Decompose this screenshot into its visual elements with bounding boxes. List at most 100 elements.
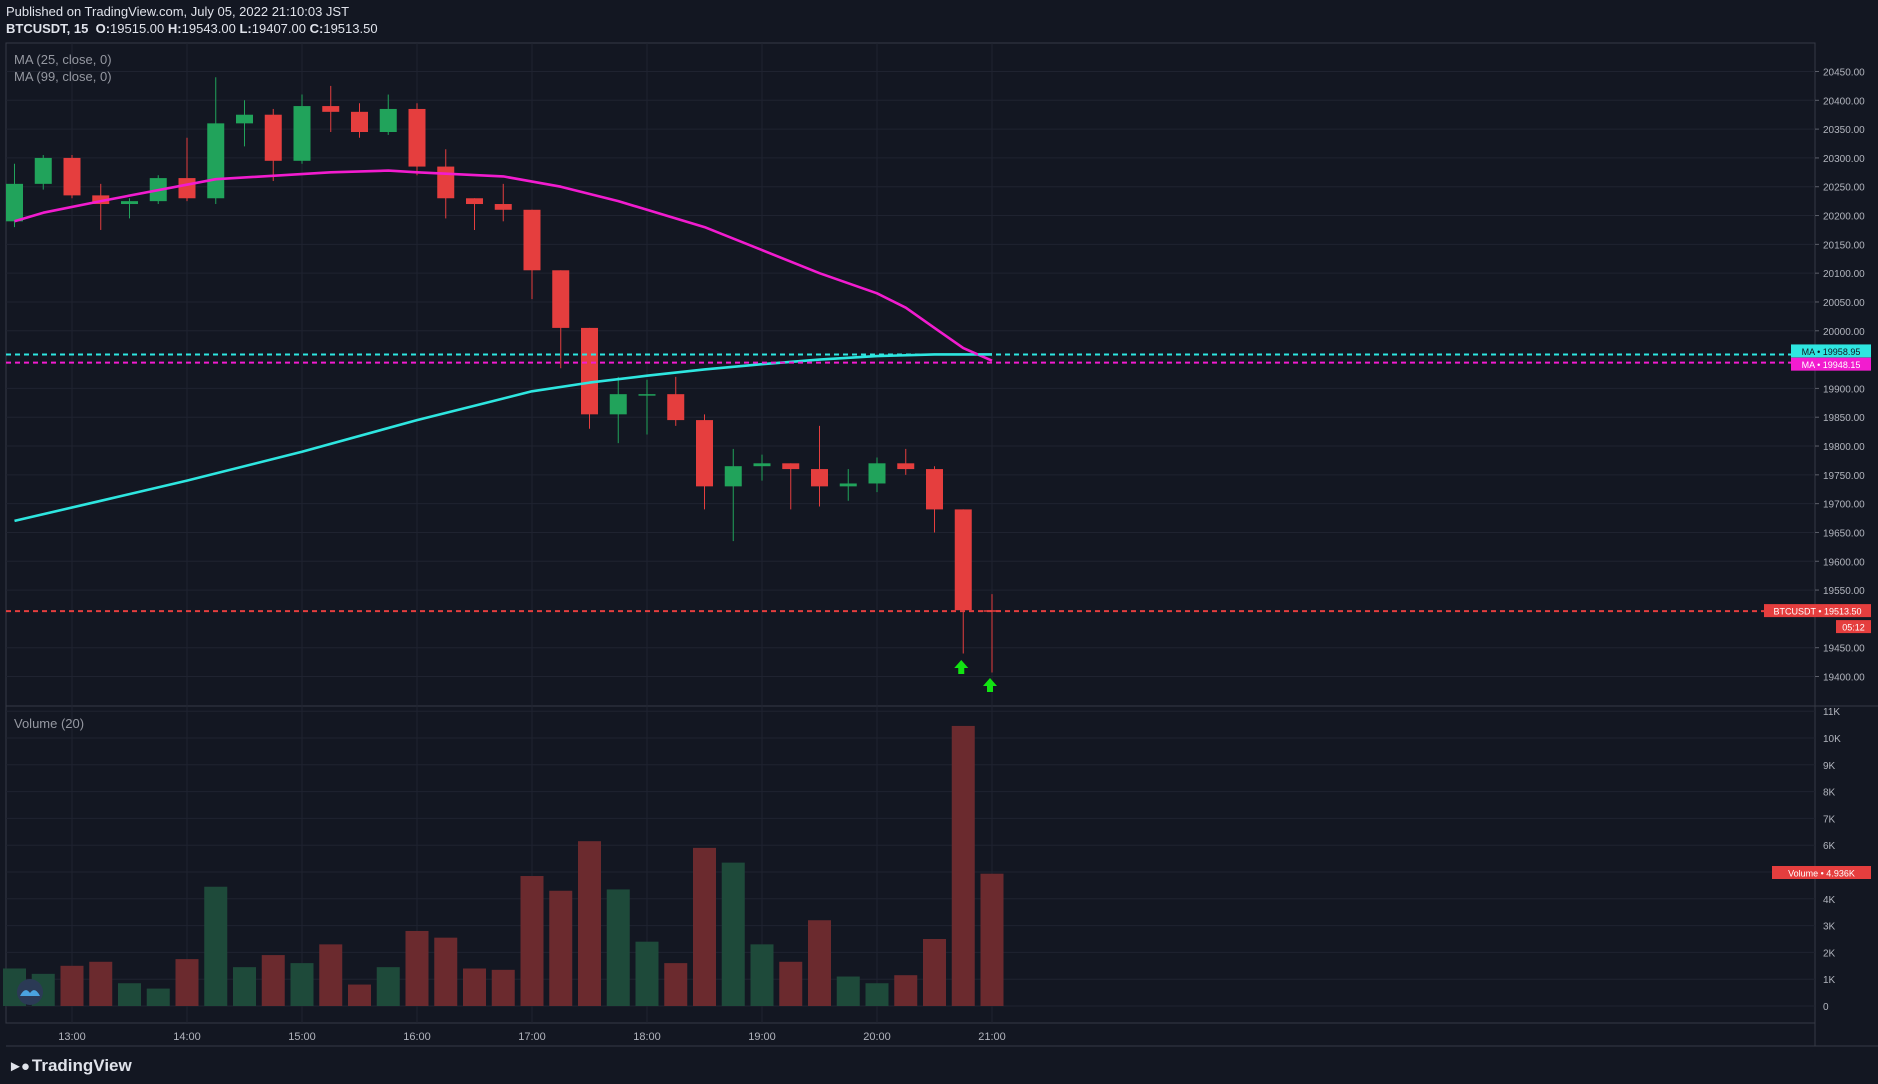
- time-tick-label: 21:00: [978, 1031, 1006, 1043]
- volume-bar: [319, 944, 343, 1006]
- volume-tick-label: 7K: [1823, 814, 1836, 825]
- volume-tick-label: 4K: [1823, 895, 1836, 906]
- candle-body: [408, 108, 426, 167]
- volume-tick-label: 2K: [1823, 948, 1836, 959]
- price-tick-label: 19850.00: [1823, 413, 1865, 424]
- price-tick-label: 20350.00: [1823, 125, 1865, 136]
- time-tick-label: 18:00: [633, 1031, 661, 1043]
- countdown-tag: 05:12: [1842, 623, 1865, 633]
- volume-bar: [836, 976, 860, 1006]
- price-tick-label: 20300.00: [1823, 154, 1865, 165]
- high-value: 19543.00: [181, 21, 236, 36]
- volume-bar: [808, 920, 831, 1006]
- candle-body: [868, 463, 886, 484]
- volume-bar: [951, 725, 975, 1006]
- volume-bar: [261, 955, 285, 1006]
- time-tick-label: 13:00: [58, 1031, 86, 1043]
- price-tick-label: 20400.00: [1823, 96, 1865, 107]
- candle-body: [178, 178, 196, 199]
- candle-body: [638, 394, 656, 396]
- price-tick-label: 20250.00: [1823, 183, 1865, 194]
- price-tick-label: 20150.00: [1823, 240, 1865, 251]
- ma25-legend[interactable]: MA (25, close, 0): [14, 52, 112, 67]
- volume-bar: [779, 961, 803, 1006]
- candle-body: [437, 166, 455, 199]
- candle-body: [34, 157, 52, 184]
- price-tick-label: 20050.00: [1823, 298, 1865, 309]
- candle-body: [609, 394, 627, 415]
- volume-bar: [60, 965, 84, 1006]
- ma25-line: [14, 169, 993, 362]
- ma99-axis-tag: MA • 19958.95: [1802, 347, 1861, 357]
- candle-body: [264, 114, 282, 161]
- volume-bar: [693, 847, 716, 1006]
- plot-frame: [5, 42, 1816, 1024]
- volume-bar: [175, 959, 199, 1006]
- candle-body: [696, 420, 713, 487]
- ma25-axis-tag-bg: [1791, 357, 1871, 371]
- volume-bar: [405, 930, 429, 1006]
- price-tick-label: 20450.00: [1823, 68, 1865, 79]
- candle-body: [121, 201, 138, 205]
- candle-body: [466, 198, 483, 205]
- time-tick-label: 17:00: [518, 1031, 546, 1043]
- candle-body: [293, 106, 311, 161]
- volume-bar: [578, 841, 601, 1006]
- volume-bar: [204, 886, 228, 1006]
- time-tick-label: 16:00: [403, 1031, 431, 1043]
- ma99-legend[interactable]: MA (99, close, 0): [14, 69, 112, 84]
- price-tick-label: 19400.00: [1823, 673, 1865, 684]
- watermark-logo-icon: [17, 979, 43, 1005]
- volume-tick-label: 6K: [1823, 841, 1836, 852]
- volume-axis-tag: Volume • 4.936K: [1788, 869, 1855, 879]
- candle-body: [494, 204, 512, 210]
- volume-bar: [980, 873, 1004, 1006]
- tradingview-logo-icon: ►●: [8, 1057, 30, 1075]
- candle-body: [839, 483, 857, 487]
- open-label: O:: [95, 21, 111, 36]
- ma99-axis-tag-bg: [1791, 344, 1871, 358]
- volume-legend[interactable]: Volume (20): [14, 716, 85, 731]
- open-value: 19515.00: [110, 21, 165, 36]
- volume-tick-label: 9K: [1823, 761, 1836, 772]
- candle-body: [552, 270, 570, 328]
- last-price-tag-bg: [1764, 604, 1871, 618]
- volume-bar: [894, 975, 918, 1006]
- candle-body: [724, 466, 742, 487]
- volume-bar: [463, 968, 486, 1006]
- price-tick-label: 19800.00: [1823, 442, 1865, 453]
- candle-body: [6, 183, 23, 222]
- volume-bar: [118, 983, 141, 1006]
- high-label: H:: [167, 21, 182, 36]
- candle-body: [753, 463, 771, 467]
- price-tick-label: 20200.00: [1823, 212, 1865, 223]
- price-tick-label: 20000.00: [1823, 327, 1865, 338]
- candle-body: [236, 114, 253, 124]
- price-tick-label: 19600.00: [1823, 557, 1865, 568]
- candle-body: [983, 610, 1001, 612]
- candle-body: [811, 469, 828, 487]
- tradingview-brand[interactable]: ►● TradingView: [8, 1056, 132, 1076]
- candle-body: [379, 108, 397, 132]
- candle-body: [92, 195, 110, 205]
- candle-body: [351, 111, 368, 132]
- price-tick-label: 19650.00: [1823, 528, 1865, 539]
- close-label: C:: [309, 21, 324, 36]
- volume-bar: [290, 963, 314, 1006]
- volume-bar: [664, 963, 688, 1006]
- volume-bar: [606, 889, 630, 1006]
- volume-axis-tag-bg: [1772, 866, 1871, 879]
- candle-body: [322, 106, 340, 112]
- volume-bar: [520, 876, 544, 1006]
- time-tick-label: 19:00: [748, 1031, 776, 1043]
- volume-bar: [233, 967, 256, 1006]
- candle-body: [782, 463, 800, 470]
- countdown-tag-bg: [1836, 620, 1871, 634]
- volume-bar: [434, 937, 458, 1006]
- price-tick-label: 19750.00: [1823, 471, 1865, 482]
- price-tick-label: 19550.00: [1823, 586, 1865, 597]
- volume-tick-label: 1K: [1823, 975, 1836, 986]
- candle-body: [207, 123, 225, 199]
- volume-tick-label: 10K: [1823, 734, 1841, 745]
